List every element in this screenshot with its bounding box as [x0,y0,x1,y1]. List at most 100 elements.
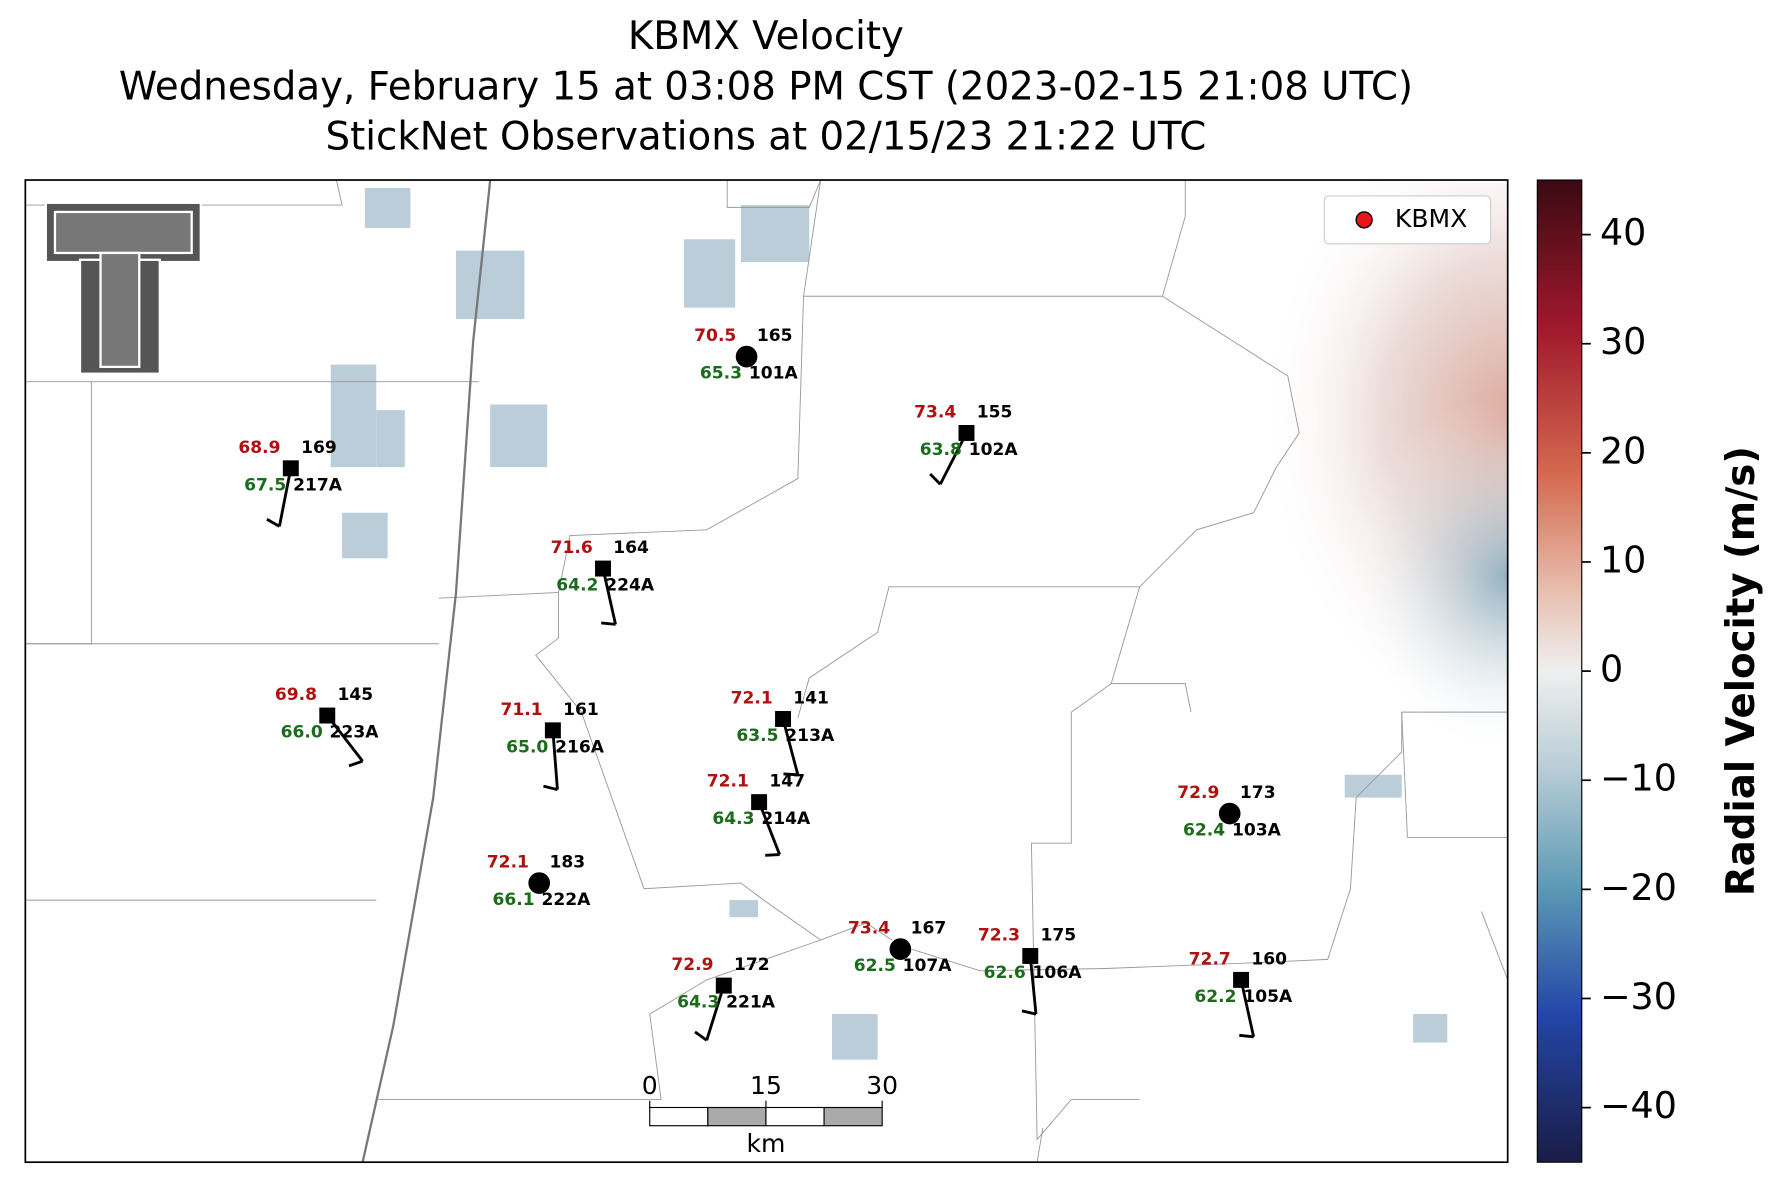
station-number: 160 [1251,949,1287,969]
temperature: 71.6 [551,538,593,558]
wind-barb [1021,1009,1037,1016]
wind-barb [348,759,364,768]
station-marker [527,871,552,895]
station-id: 107A [903,956,953,976]
wind-barb [551,730,559,790]
stations: 70.5 165 65.3 101A 73.4 155 63.8 102A 68.9 169 67.… [238,326,1293,1042]
wind-barb [694,1030,708,1042]
station-marker [775,710,792,727]
wind-barb [783,772,798,777]
station-number: 145 [338,685,374,705]
scale-segment [649,1106,709,1127]
temperature: 71.1 [500,700,542,720]
wind-barb [765,853,780,857]
station-id: 222A [541,890,591,910]
dewpoint: 64.3 [677,993,719,1013]
map-frame [24,179,1509,1164]
wind-barb [1239,979,1255,1038]
wind-barb [1028,955,1038,1015]
legend-box [1323,195,1492,245]
dewpoint: 64.3 [712,809,754,829]
dewpoint: 65.3 [700,364,742,384]
title: KBMX Velocity [628,14,904,59]
station-marker [595,560,611,577]
wind-barb [601,568,617,625]
colorbar-tick-label: −20 [1600,866,1677,909]
station-id: 214A [761,809,811,829]
station-number: 161 [563,700,599,720]
station-marker [282,460,299,477]
station-id: 223A [330,723,380,743]
colorbar-tick-label: 20 [1600,429,1646,472]
temperature: 72.1 [707,772,749,792]
scale-label: 30 [866,1071,898,1100]
temperature: 73.4 [914,402,956,422]
dewpoint: 66.1 [493,890,535,910]
dewpoint: 63.8 [920,440,962,460]
station-number: 175 [1041,925,1077,945]
station-id: 216A [555,737,605,757]
subtitle: StickNet Observations at 02/15/23 21:22 … [326,115,1207,160]
wind-barb [929,472,942,486]
radar-echo [1185,376,1508,741]
wind-barb [266,518,281,528]
wind-barb [781,718,800,776]
station-id: 102A [969,440,1019,460]
logo [44,201,202,375]
station-number: 165 [757,326,793,346]
station-number: 169 [301,438,337,458]
wind-barb [278,468,293,527]
colorbar-tick-label: −40 [1600,1084,1677,1127]
station-number: 183 [549,853,585,873]
dewpoint: 62.4 [1183,821,1225,841]
temperature: 72.9 [671,955,713,975]
colorbar-fill [1536,179,1583,1163]
radar-echoes [330,188,1448,1060]
colorbar-tick-label: 0 [1600,648,1623,691]
colorbar: Radial Velocity (m/s) −40 −30 −20 −10 0 10 20 3… [1536,179,1764,1163]
station-marker [1233,971,1250,988]
station-number: 155 [977,402,1013,422]
temperature: 70.5 [694,326,736,346]
scale-segment [823,1106,883,1127]
legend-label: KBMX [1395,204,1467,233]
station-number: 172 [734,955,770,975]
wind-barb [1239,1033,1254,1039]
colorbar-tick-label: 10 [1600,538,1646,581]
dewpoint: 62.2 [1194,987,1236,1007]
dewpoint: 62.6 [984,963,1026,983]
station-number: 164 [613,538,649,558]
station-id: 103A [1232,821,1282,841]
station-marker [319,707,336,724]
wind-barb [543,784,558,791]
legend: KBMX [1323,195,1492,245]
wind-barb [757,801,781,856]
station-id: 106A [1033,963,1083,983]
scale-label: 0 [642,1071,658,1100]
station-marker [1217,801,1242,826]
temperature: 72.3 [978,925,1020,945]
station-id: 217A [293,475,343,495]
station-id: 105A [1243,987,1293,1007]
temperature: 72.1 [487,853,529,873]
station-id: 221A [726,993,776,1013]
legend-marker [1355,211,1373,229]
station-number: 147 [769,772,805,792]
scale-segment [707,1106,767,1127]
temperature: 68.9 [238,438,280,458]
station-id: 101A [749,364,799,384]
scale-bar: 0 15 30 km [642,1071,898,1158]
station-marker [1022,947,1039,964]
temperature: 69.8 [275,685,317,705]
station-number: 141 [793,688,829,708]
dewpoint: 63.5 [736,726,778,746]
temperature: 72.9 [1177,783,1219,803]
station-marker [715,977,732,994]
dewpoint: 62.5 [854,956,896,976]
station-number: 167 [911,919,947,939]
state-line [361,179,492,1163]
dewpoint: 64.2 [556,576,598,596]
station-marker [888,937,913,962]
dewpoint: 65.0 [506,737,548,757]
